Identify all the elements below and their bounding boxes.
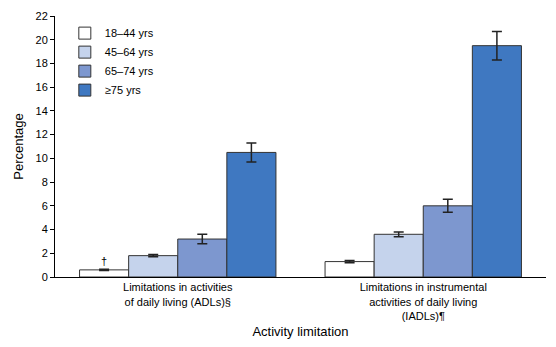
svg-text:Limitations in instrumentalact: Limitations in instrumentalactivities of… xyxy=(360,281,487,322)
svg-text:6: 6 xyxy=(42,200,48,212)
svg-text:10: 10 xyxy=(36,152,48,164)
svg-text:65–74 yrs: 65–74 yrs xyxy=(105,65,154,77)
svg-text:45–64 yrs: 45–64 yrs xyxy=(105,46,154,58)
svg-text:14: 14 xyxy=(36,105,48,117)
svg-text:0: 0 xyxy=(42,271,48,283)
svg-text:4: 4 xyxy=(42,223,48,235)
svg-text:8: 8 xyxy=(42,176,48,188)
svg-text:Activity limitation: Activity limitation xyxy=(252,324,348,339)
svg-text:≥75 yrs: ≥75 yrs xyxy=(105,84,141,96)
svg-text:†: † xyxy=(101,255,107,267)
svg-text:12: 12 xyxy=(36,128,48,140)
svg-text:2: 2 xyxy=(42,247,48,259)
svg-text:Limitations in activitiesof da: Limitations in activitiesof daily living… xyxy=(123,281,233,307)
svg-text:16: 16 xyxy=(36,81,48,93)
svg-text:18: 18 xyxy=(36,57,48,69)
svg-text:20: 20 xyxy=(36,34,48,46)
svg-text:18–44 yrs: 18–44 yrs xyxy=(105,27,154,39)
svg-text:Percentage: Percentage xyxy=(11,113,26,180)
svg-text:22: 22 xyxy=(36,10,48,22)
